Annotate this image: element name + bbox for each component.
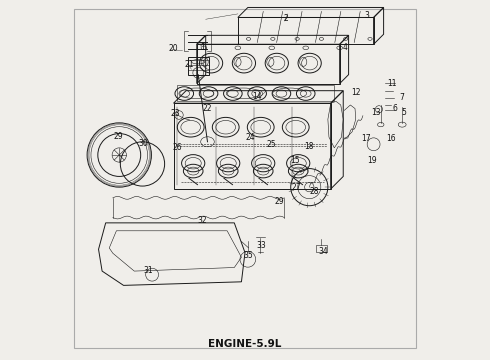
- FancyBboxPatch shape: [74, 9, 416, 348]
- Text: 21: 21: [185, 60, 195, 69]
- Text: 23: 23: [171, 109, 180, 118]
- Text: 32: 32: [197, 216, 207, 225]
- Text: 3: 3: [364, 11, 369, 20]
- Text: 5: 5: [401, 108, 406, 117]
- Text: 2: 2: [284, 14, 289, 23]
- Text: 14: 14: [253, 91, 262, 100]
- Text: 4: 4: [343, 42, 347, 51]
- Text: 30: 30: [138, 139, 148, 148]
- Text: 31: 31: [144, 266, 153, 275]
- Text: 35: 35: [244, 251, 253, 260]
- Text: 34: 34: [318, 247, 328, 256]
- Text: 33: 33: [256, 240, 266, 249]
- Text: 25: 25: [267, 140, 276, 149]
- Text: 29: 29: [113, 132, 123, 141]
- Text: 22: 22: [203, 104, 212, 113]
- Text: 1: 1: [200, 43, 204, 52]
- Text: 26: 26: [172, 143, 182, 152]
- Text: 11: 11: [387, 79, 396, 88]
- Text: 19: 19: [367, 156, 377, 165]
- Text: ENGINE-5.9L: ENGINE-5.9L: [208, 339, 282, 348]
- Text: 13: 13: [371, 108, 381, 117]
- Text: 29: 29: [274, 197, 284, 206]
- Text: 16: 16: [387, 134, 396, 143]
- Text: 28: 28: [310, 187, 319, 196]
- Text: 24: 24: [245, 132, 255, 141]
- Text: 6: 6: [392, 104, 397, 113]
- Text: 15: 15: [290, 156, 300, 165]
- Text: 20: 20: [169, 44, 178, 53]
- Text: 17: 17: [362, 134, 371, 143]
- Text: 27: 27: [292, 183, 302, 192]
- Text: 12: 12: [351, 88, 361, 97]
- Text: 18: 18: [305, 141, 314, 150]
- Text: 7: 7: [400, 93, 405, 102]
